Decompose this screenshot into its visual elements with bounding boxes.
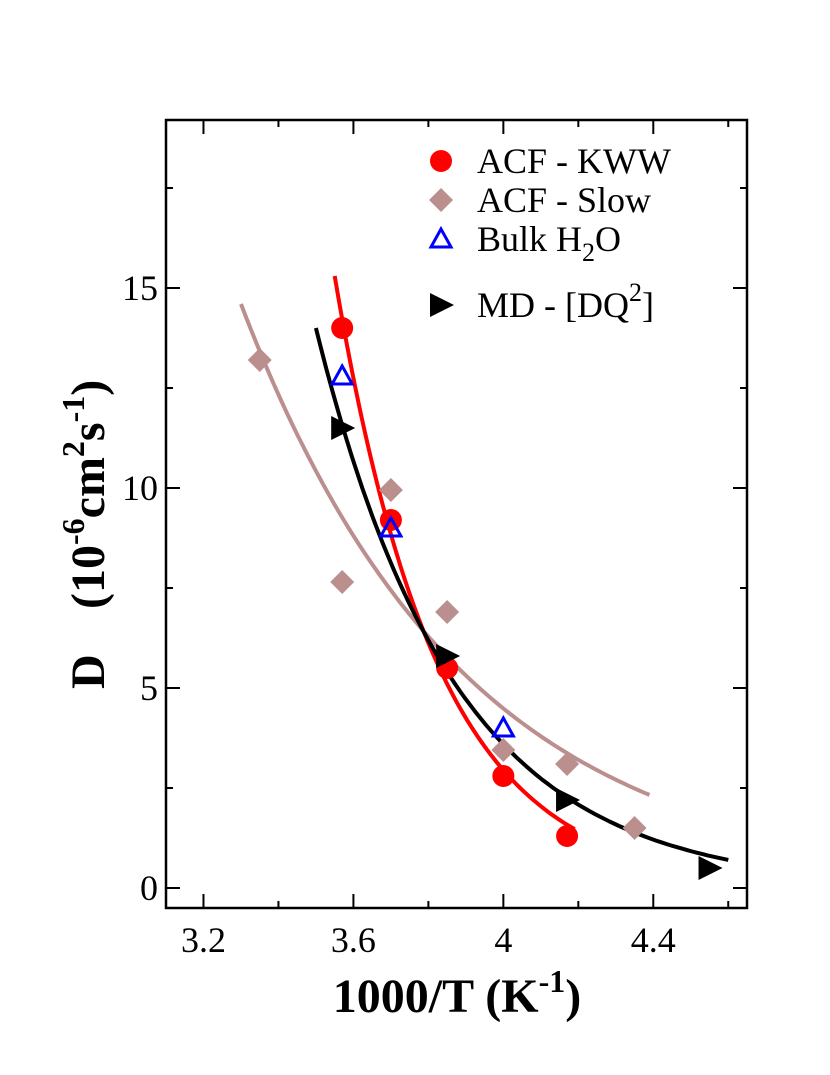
fit-curve — [332, 275, 576, 831]
x-tick-label: 4 — [494, 920, 512, 960]
plot-frame — [164, 118, 749, 910]
legend-label: ACF - KWW — [477, 141, 671, 181]
data-point — [331, 317, 354, 339]
y-tick-label: 10 — [122, 468, 158, 508]
x-axis-title: 1000/T (K-1) — [333, 963, 581, 1023]
data-point — [378, 514, 404, 538]
y-axis-title: D (10-6cm2s-1) — [55, 380, 115, 689]
legend-marker — [430, 293, 454, 317]
x-tick-label: 3.6 — [331, 920, 376, 960]
data-point — [555, 752, 580, 776]
fit-curve — [239, 303, 651, 797]
legend-marker — [429, 188, 453, 212]
data-point — [622, 816, 647, 840]
x-tick-label: 4.4 — [631, 920, 676, 960]
legend-marker — [428, 225, 454, 249]
legend-label: ACF - Slow — [477, 180, 651, 220]
fit-curve — [313, 327, 729, 862]
data-point — [436, 644, 461, 668]
data-point — [698, 856, 723, 880]
data-point — [331, 416, 356, 440]
y-axis-title-units: (10-6cm2s-1) — [55, 380, 115, 609]
data-point — [247, 348, 272, 372]
y-tick-label: 5 — [140, 668, 158, 708]
data-point — [435, 600, 460, 624]
legend-marker — [430, 150, 452, 172]
data-point — [378, 478, 403, 502]
data-markers — [247, 317, 723, 880]
y-axis-title-d: D — [62, 654, 115, 689]
axis-ticks: 3.2 3.6 4 4.4 0 5 10 15 — [122, 120, 747, 960]
legend-label: MD - [DQ2] — [477, 278, 654, 325]
data-point — [492, 765, 515, 787]
data-point — [556, 825, 579, 847]
data-point — [330, 570, 355, 594]
x-tick-label: 3.2 — [181, 920, 226, 960]
data-point — [329, 362, 355, 386]
fit-lines — [239, 275, 729, 862]
data-point — [490, 714, 516, 738]
data-point — [556, 788, 581, 812]
data-point — [491, 738, 516, 762]
y-tick-label: 0 — [140, 868, 158, 908]
legend-label: Bulk H2O — [477, 219, 621, 267]
y-tick-label: 15 — [122, 268, 158, 308]
